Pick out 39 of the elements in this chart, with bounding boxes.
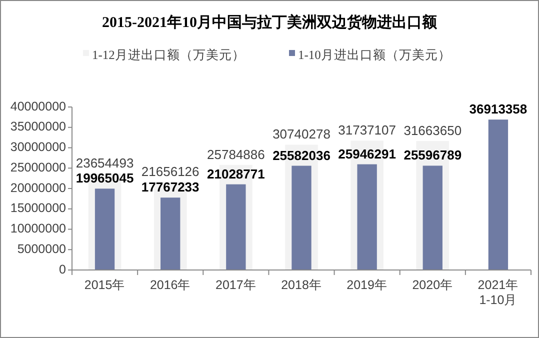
data-label: 25946291 — [338, 146, 396, 162]
data-label: 21028771 — [207, 166, 265, 182]
x-tick-label: 2021年 1-10月 — [478, 278, 519, 307]
bar — [160, 198, 180, 270]
data-label: 25784886 — [207, 146, 265, 162]
x-tick-label: 2016年 — [150, 278, 191, 292]
x-tick-label: 2018年 — [281, 278, 322, 292]
x-tick-label: 2017年 — [216, 278, 256, 292]
y-tick-label: 35000000 — [10, 120, 66, 134]
y-tick-label: 10000000 — [10, 222, 66, 236]
bar — [94, 188, 115, 270]
y-tick-label: 5000000 — [17, 242, 66, 256]
data-label: 31737107 — [338, 122, 396, 138]
y-tick-label: 40000000 — [10, 99, 66, 114]
data-label: 23654493 — [76, 156, 134, 171]
y-tick-label: 20000000 — [10, 180, 66, 195]
bar — [357, 164, 377, 270]
data-label: 25582036 — [272, 148, 330, 163]
y-tick-label: 0 — [59, 262, 66, 276]
bar — [292, 166, 312, 270]
legend-label: 1-10月进出口额（万美元） — [298, 46, 451, 62]
chart-title: 2015-2021年10月中国与拉丁美洲双边货物进出口额 — [102, 13, 438, 31]
data-label: 21656126 — [141, 164, 200, 179]
data-label: 17767233 — [141, 180, 200, 195]
y-tick-label: 25000000 — [10, 160, 66, 174]
data-label: 19965045 — [76, 170, 134, 186]
y-tick-label: 30000000 — [10, 140, 66, 154]
data-label: 30740278 — [272, 126, 330, 142]
x-tick-label: 2020年 — [412, 278, 454, 292]
x-tick-label: 2015年 — [84, 278, 126, 292]
data-label: 25596789 — [404, 148, 462, 163]
bar — [488, 120, 508, 270]
x-tick-label: 2019年 — [346, 278, 388, 292]
y-tick-label: 15000000 — [10, 201, 66, 216]
bar — [226, 184, 246, 270]
legend-label: 1-12月进出口额（万美元） — [92, 46, 245, 62]
data-label: 31663650 — [404, 122, 462, 138]
bar — [422, 166, 442, 270]
data-label: 36913358 — [469, 102, 528, 117]
